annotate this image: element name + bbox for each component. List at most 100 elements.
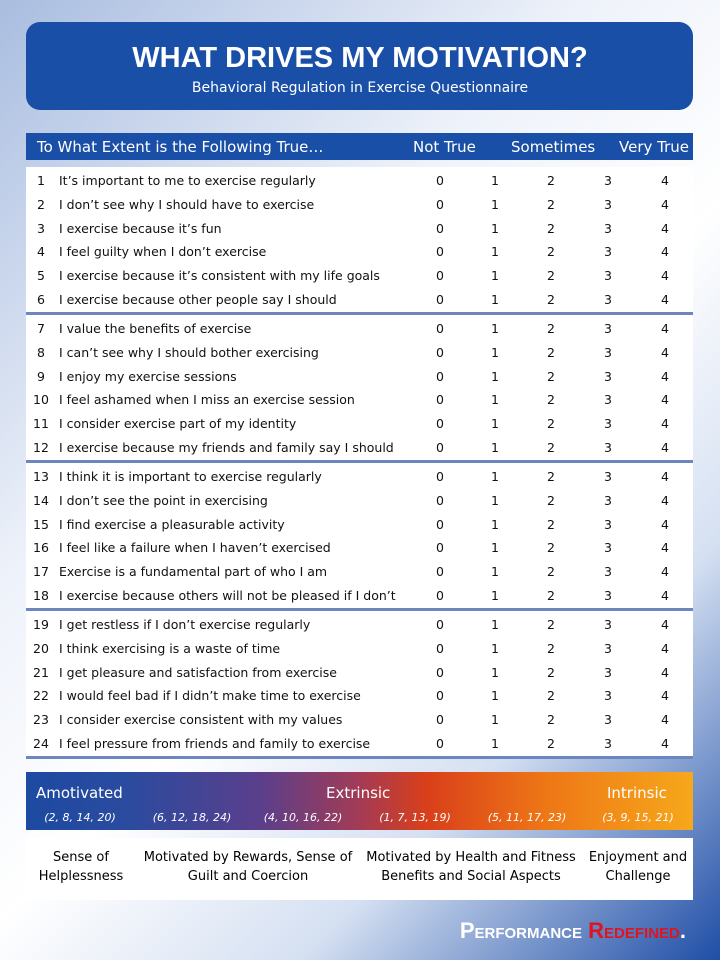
item-text: I feel guilty when I don’t exercise	[59, 244, 267, 260]
scale-option: 0	[436, 321, 444, 336]
item-number: 12	[33, 440, 49, 455]
scale-option: 2	[547, 268, 555, 284]
scale-option: 0	[436, 564, 444, 580]
scale-option: 1	[491, 292, 499, 307]
item-number: 18	[33, 588, 49, 603]
item-number: 15	[33, 516, 49, 532]
scale-option: 4	[661, 540, 669, 556]
item-number: 1	[37, 173, 45, 188]
column-header: Not True	[413, 138, 476, 156]
item-text: I find exercise a pleasurable activity	[59, 516, 285, 532]
question-group	[26, 611, 693, 759]
scale-option: 3	[604, 712, 612, 728]
legend-bar	[26, 772, 693, 830]
item-number: 23	[33, 712, 49, 728]
item-number: 9	[37, 368, 45, 384]
scale-option: 3	[604, 617, 612, 632]
scale-option: 3	[604, 220, 612, 236]
item-text: I can’t see why I should bother exercisi…	[59, 344, 319, 360]
scale-option: 1	[491, 244, 499, 260]
scale-option: 4	[661, 440, 669, 455]
item-text: I value the benefits of exercise	[59, 321, 252, 336]
scale-option: 4	[661, 321, 669, 336]
scale-option: 2	[547, 173, 555, 188]
scale-option: 1	[491, 540, 499, 556]
scale-option: 4	[661, 688, 669, 704]
scale-option: 3	[604, 244, 612, 260]
scale-option: 1	[491, 392, 499, 408]
scale-option: 3	[604, 344, 612, 360]
item-text: I exercise because it’s fun	[59, 220, 222, 236]
scale-option: 4	[661, 368, 669, 384]
scale-option: 3	[604, 469, 612, 484]
scale-option: 4	[661, 292, 669, 307]
scale-option: 4	[661, 244, 669, 260]
legend-set: (6, 12, 18, 24)	[152, 811, 232, 824]
scale-option: 2	[547, 588, 555, 603]
item-text: I get restless if I don’t exercise regul…	[59, 617, 311, 632]
legend-set: (2, 8, 14, 20)	[44, 811, 116, 824]
item-number: 2	[37, 196, 45, 212]
item-number: 6	[37, 292, 45, 307]
scale-option: 2	[547, 516, 555, 532]
scale-option: 4	[661, 173, 669, 188]
scale-option: 1	[491, 416, 499, 432]
scale-option: 2	[547, 368, 555, 384]
scale-option: 0	[436, 440, 444, 455]
scale-option: 1	[491, 268, 499, 284]
scale-option: 0	[436, 392, 444, 408]
header-box	[26, 22, 693, 110]
item-text: I feel pressure from friends and family …	[59, 736, 371, 751]
item-number: 10	[33, 392, 49, 408]
item-text: I consider exercise consistent with my v…	[59, 712, 343, 728]
item-number: 16	[33, 540, 49, 556]
item-number: 24	[33, 736, 49, 751]
brand: Performance	[459, 918, 583, 943]
title: WHAT DRIVES MY MOTIVATION?	[132, 42, 588, 74]
scale-option: 1	[491, 516, 499, 532]
scale-option: 0	[436, 712, 444, 728]
scale-option: 2	[547, 244, 555, 260]
legend-description: Enjoyment and Challenge	[588, 850, 688, 884]
scale-option: 2	[547, 564, 555, 580]
item-number: 20	[33, 640, 49, 656]
scale-option: 2	[547, 416, 555, 432]
scale-option: 1	[491, 344, 499, 360]
item-text: I feel ashamed when I miss an exercise s…	[59, 392, 355, 408]
scale-option: 1	[491, 712, 499, 728]
scale-option: 3	[604, 516, 612, 532]
scale-option: 0	[436, 588, 444, 603]
scale-option: 2	[547, 392, 555, 408]
scale-option: 4	[661, 416, 669, 432]
subtitle: Behavioral Regulation in Exercise Questi…	[191, 80, 529, 96]
scale-option: 2	[547, 736, 555, 751]
legend-set: (4, 10, 16, 22)	[263, 811, 343, 824]
scale-option: 4	[661, 516, 669, 532]
scale-option: 0	[436, 516, 444, 532]
scale-option: 1	[491, 492, 499, 508]
scale-option: 1	[491, 564, 499, 580]
item-number: 7	[37, 321, 45, 336]
question-group	[26, 167, 693, 315]
description-box	[26, 838, 693, 900]
scale-option: 0	[436, 416, 444, 432]
item-number: 4	[37, 244, 45, 260]
item-number: 19	[33, 617, 49, 632]
scale-option: 3	[604, 640, 612, 656]
item-text: I would feel bad if I didn’t make time t…	[59, 688, 361, 704]
scale-option: 4	[661, 588, 669, 603]
scale-option: 3	[604, 268, 612, 284]
scale-option: 0	[436, 664, 444, 680]
legend-label: Intrinsic	[607, 784, 667, 802]
scale-option: 3	[604, 588, 612, 603]
item-number: 13	[33, 469, 49, 484]
scale-option: 4	[661, 469, 669, 484]
scale-option: 4	[661, 617, 669, 632]
scale-option: 3	[604, 492, 612, 508]
item-text: It’s important to me to exercise regular…	[59, 173, 316, 188]
legend-description: Motivated by Rewards, Sense of Guilt and…	[143, 850, 353, 884]
scale-option: 3	[604, 196, 612, 212]
scale-option: 3	[604, 736, 612, 751]
scale-option: 3	[604, 440, 612, 455]
